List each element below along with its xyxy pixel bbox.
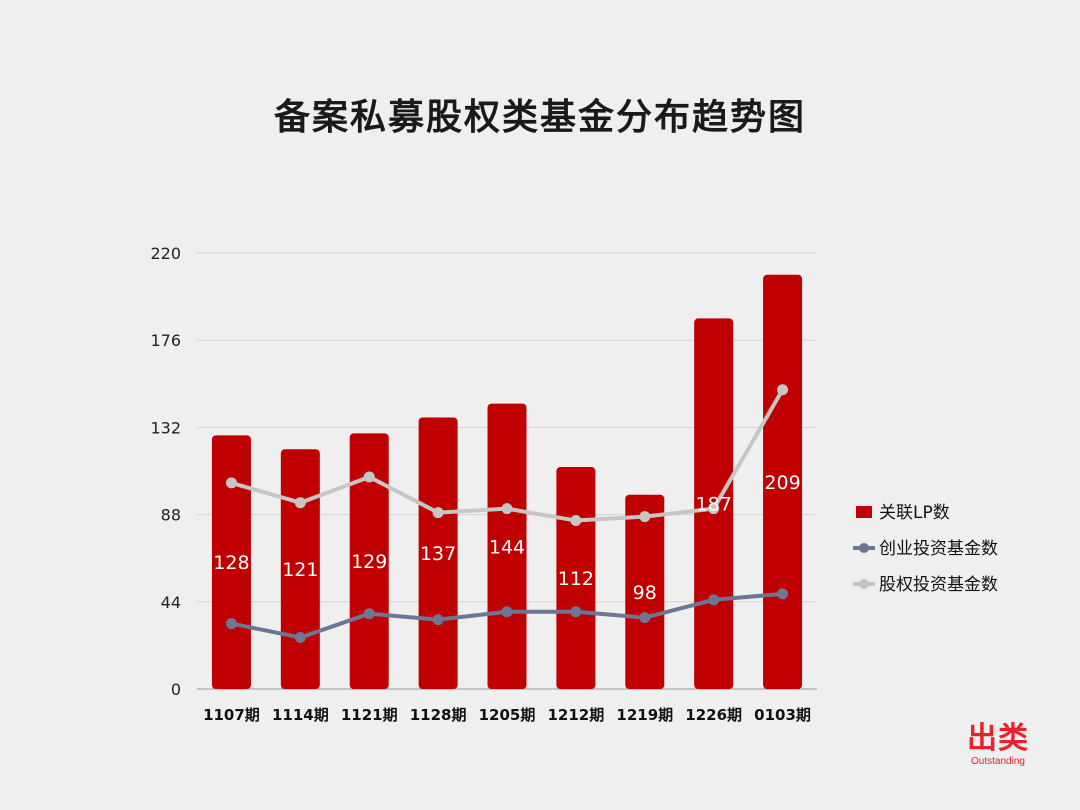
bar [418, 417, 458, 689]
bar-data-label: 209 [764, 472, 800, 494]
y-tick-label: 132 [150, 418, 181, 437]
y-tick-label: 176 [150, 331, 181, 350]
series-point [777, 588, 789, 600]
bar-data-label: 98 [633, 582, 657, 604]
bar [556, 467, 596, 689]
logo-subtext: Outstanding [971, 756, 1025, 767]
bar [280, 449, 320, 689]
bar-data-label: 121 [282, 559, 318, 581]
legend-label: 关联LP数 [879, 503, 950, 523]
series-point [708, 503, 720, 515]
legend-marker [859, 579, 869, 589]
series-point [639, 511, 651, 523]
brand-logo: 出类 Outstanding [958, 722, 1038, 768]
series-point [225, 477, 237, 489]
bar-data-label: 112 [558, 568, 594, 590]
series-point [639, 612, 651, 624]
bar-data-label: 137 [420, 543, 456, 565]
legend-label: 创业投资基金数 [879, 539, 998, 559]
legend-label: 股权投资基金数 [879, 575, 998, 595]
bar-data-label: 187 [696, 494, 732, 516]
y-tick-label: 88 [161, 506, 181, 525]
series-point [363, 471, 375, 483]
bar-data-label: 128 [213, 552, 249, 574]
series-point [570, 606, 582, 618]
series-point [294, 631, 306, 643]
series-point [777, 384, 789, 396]
x-tick-label: 0103期 [754, 706, 811, 724]
legend-swatch [856, 506, 872, 518]
bar [763, 274, 803, 689]
series-point [363, 608, 375, 620]
x-tick-label: 1107期 [203, 706, 260, 724]
legend-marker [859, 543, 869, 553]
x-tick-label: 1121期 [341, 706, 398, 724]
y-tick-label: 220 [150, 244, 181, 263]
x-tick-label: 1114期 [272, 706, 329, 724]
bar-data-label: 144 [489, 536, 525, 558]
bar-data-label: 129 [351, 551, 387, 573]
x-tick-label: 1219期 [616, 706, 673, 724]
series-point [501, 503, 513, 515]
x-tick-label: 1212期 [548, 706, 605, 724]
series-point [225, 618, 237, 630]
series-point [294, 497, 306, 509]
chart-title: 备案私募股权类基金分布趋势图 [273, 97, 806, 138]
series-point [501, 606, 513, 618]
y-tick-label: 0 [171, 680, 181, 699]
x-tick-label: 1205期 [479, 706, 536, 724]
series-point [432, 507, 444, 519]
series-point [432, 614, 444, 626]
bar [487, 403, 527, 689]
y-tick-label: 44 [161, 593, 181, 612]
bar [625, 494, 665, 689]
series-point [570, 515, 582, 527]
logo-text: 出类 [967, 721, 1029, 756]
series-point [708, 594, 720, 606]
x-tick-label: 1128期 [410, 706, 467, 724]
x-tick-label: 1226期 [685, 706, 742, 724]
bar [349, 433, 389, 689]
